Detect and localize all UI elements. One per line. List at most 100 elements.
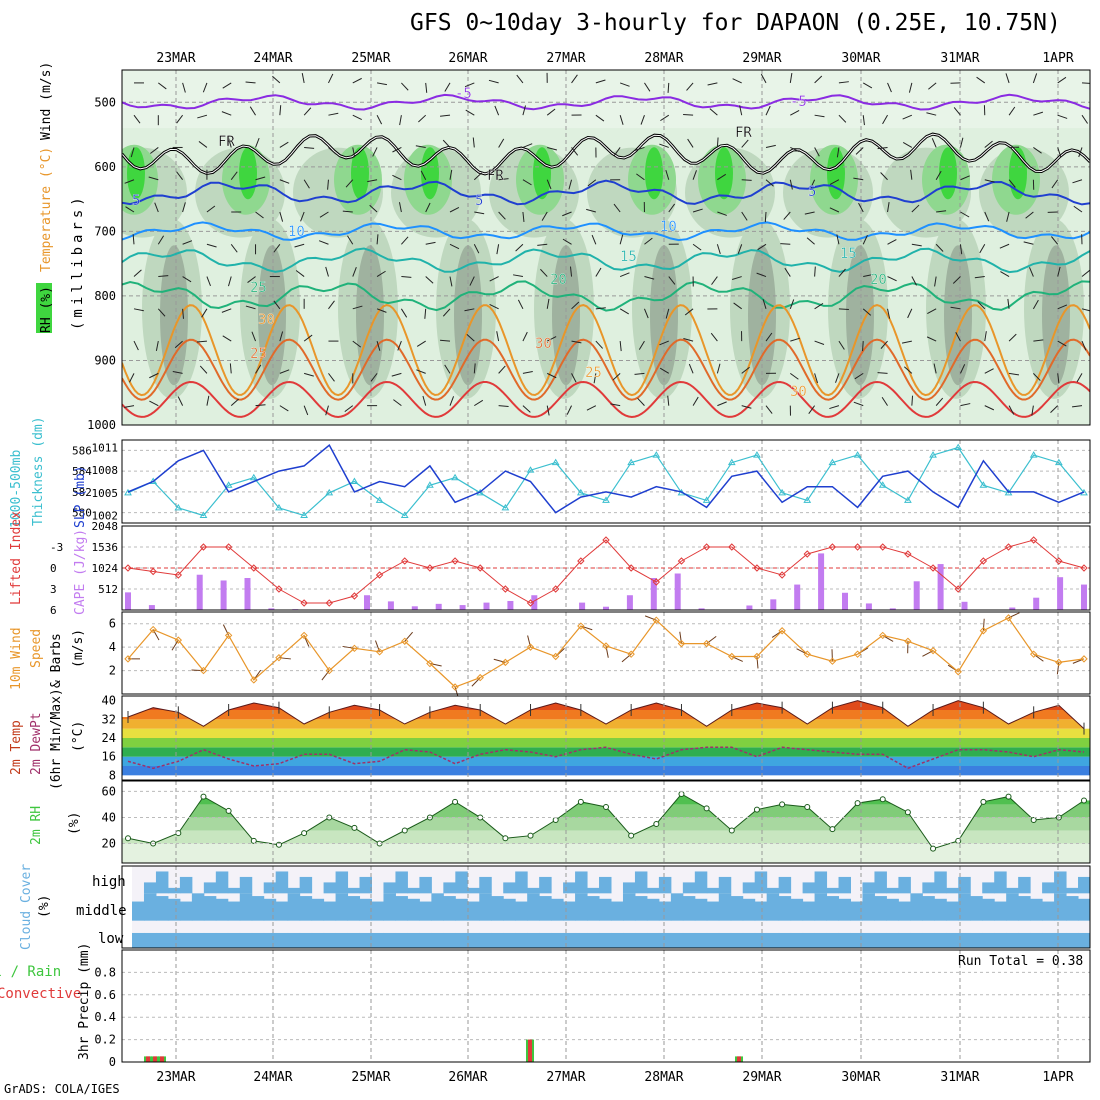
cloud-bar: [766, 887, 780, 894]
wind-barb: [911, 243, 922, 247]
wind-barb: [512, 274, 524, 278]
lifted-tick: 0: [50, 562, 57, 575]
cloud-bar: [658, 932, 672, 948]
wind-barb: [279, 331, 284, 342]
cloud-bar: [191, 893, 205, 921]
pressure-tick: 600: [94, 160, 116, 174]
cloud-bar: [646, 898, 660, 921]
wind-barb: [133, 269, 142, 277]
isotherm-label: 15: [840, 246, 857, 262]
wind-speed-point: [325, 666, 333, 675]
slp-point: [954, 443, 963, 451]
rh-point: [854, 800, 861, 807]
rh-point: [930, 845, 937, 852]
slp-point: [551, 458, 560, 466]
wind-barb: [881, 396, 888, 406]
cloud-bar: [754, 901, 768, 921]
wind-barb: [398, 202, 402, 213]
slp-point: [124, 488, 132, 496]
wind-barb: [955, 332, 961, 342]
lifted-point: [300, 599, 308, 607]
slp-point: [853, 451, 862, 458]
lifted-point: [1029, 536, 1038, 544]
slp-point: [300, 511, 308, 518]
wind-barb: [638, 340, 645, 350]
cape-bar: [268, 608, 275, 610]
cloud-bar: [575, 893, 588, 921]
cloud-bar: [335, 932, 349, 948]
wind-speed-point: [224, 631, 233, 640]
wind-barb: [401, 82, 409, 91]
rh-band: [122, 843, 1090, 863]
cape-bar: [364, 595, 370, 610]
wind-barb: [784, 267, 791, 277]
wind-barb: [367, 179, 378, 183]
wind-barb: [838, 114, 847, 123]
wind-barb: [780, 243, 791, 245]
cloud-bar: [862, 893, 875, 921]
wind-barb: [887, 276, 897, 282]
pressure-tick: 500: [94, 95, 116, 109]
lifted-point: [979, 557, 988, 565]
wind-barb: [352, 114, 362, 121]
rh-point: [452, 798, 459, 805]
cape-bar: [387, 601, 394, 610]
cloud-bar: [179, 932, 193, 948]
isotherm-label: 20: [870, 272, 887, 288]
wind-barb: [853, 401, 864, 407]
rh-point: [753, 806, 760, 813]
lifted-point: [627, 564, 635, 572]
cloud-bar: [814, 932, 828, 948]
cloud-bar: [191, 932, 205, 948]
cloud-bar: [838, 876, 851, 894]
wind-speed-point: [879, 631, 887, 640]
cape-tick: 1024: [92, 562, 119, 575]
wind-barb: [177, 396, 184, 406]
cloud-bar: [599, 898, 612, 921]
wind-barb: [1081, 114, 1089, 124]
wind-barb: [595, 340, 604, 349]
rh-point: [829, 826, 836, 833]
wind-barb: [182, 202, 186, 213]
wind-barb: [688, 363, 694, 374]
cloud-bar: [443, 896, 456, 921]
wind-barb: [1029, 267, 1034, 277]
wind-barb: [1050, 405, 1059, 413]
slp-point: [426, 481, 434, 488]
wind-barb: [473, 244, 480, 254]
wind10m-panel: 6 4 2: [109, 611, 1091, 699]
rh-point: [351, 824, 358, 831]
rh-field-green: [421, 147, 439, 200]
wind-barb: [546, 405, 550, 416]
cloud-bar: [682, 932, 696, 948]
temp-tick: 24: [102, 731, 116, 745]
cloud-bar: [982, 898, 995, 921]
cloud-bar: [1006, 893, 1019, 921]
precip-run-total: Run Total = 0.38: [958, 954, 1083, 969]
cloud-bar: [922, 896, 935, 921]
cloud-bar: [1030, 932, 1043, 948]
rh2m-label: 2m RH: [29, 806, 44, 845]
lifted-point: [375, 571, 384, 579]
cloud-bar: [563, 901, 576, 921]
rh-field-dark: [944, 245, 972, 386]
rh-point: [980, 798, 987, 805]
cloud-bar: [587, 896, 600, 921]
cloud-bar: [515, 901, 528, 921]
wind-barb: [974, 276, 985, 279]
wind-barb: [1008, 372, 1020, 376]
cloud-bar: [347, 896, 361, 921]
cloud-bar: [622, 882, 636, 894]
wind-barb: [855, 147, 864, 155]
cloud-bar: [898, 876, 911, 894]
slp-point: [275, 503, 283, 511]
lifted-label-1: Lifted Index: [9, 511, 24, 605]
lifted-cape-panel: -3 0 3 6 2048 1536 1024 512: [50, 520, 1091, 617]
temp-label-2: 2m DewPt: [29, 712, 44, 775]
cloud-bar: [239, 932, 253, 948]
cloud-bar: [706, 901, 720, 921]
wind-barb: [206, 205, 216, 213]
wind-barb: [1076, 373, 1083, 383]
wind-barb: [392, 147, 402, 153]
